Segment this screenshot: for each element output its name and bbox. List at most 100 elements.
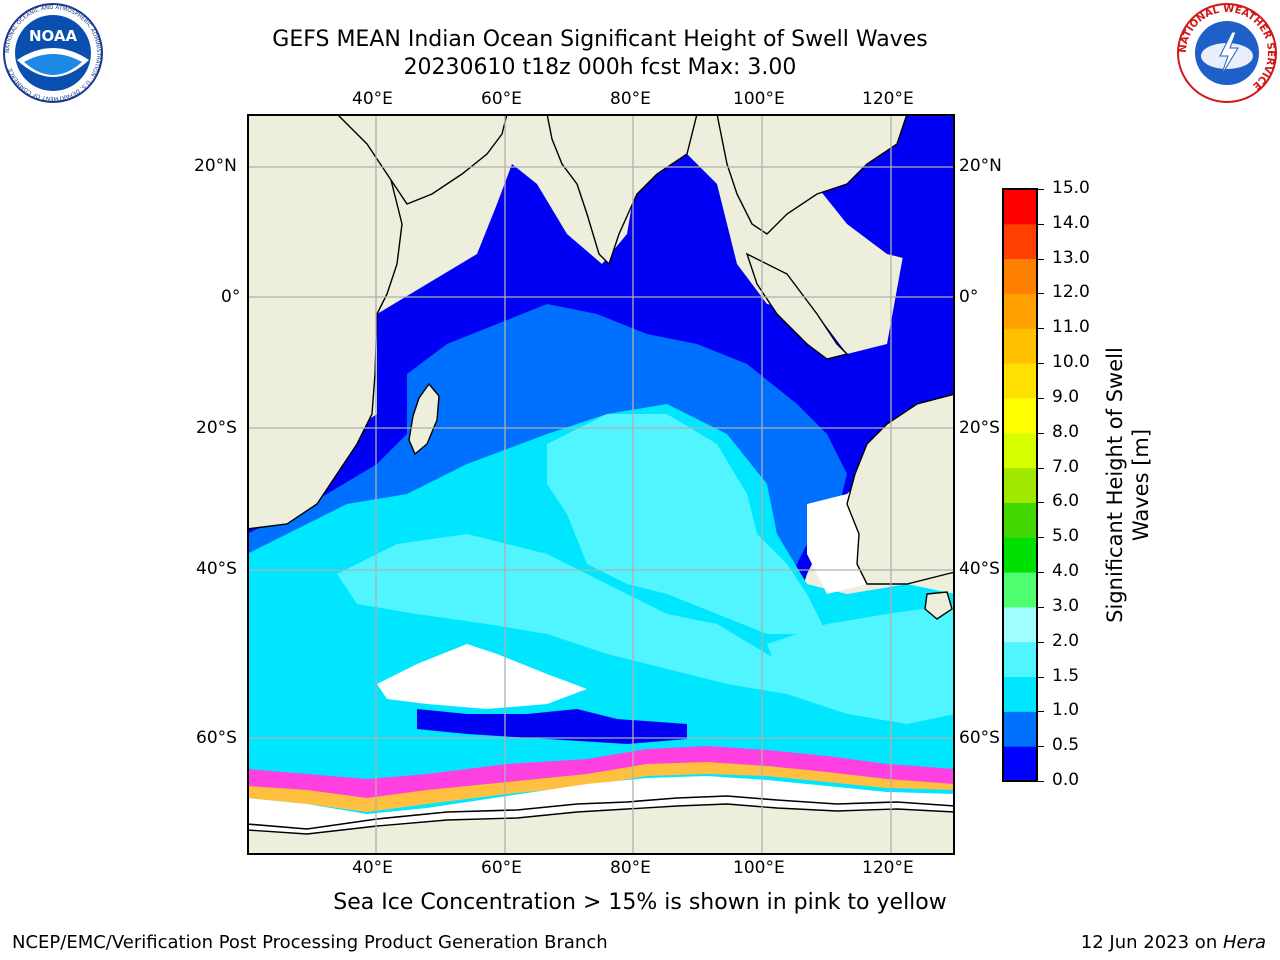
colorbar-tick-mark <box>1038 606 1044 608</box>
footer-host: Hera <box>1222 932 1266 953</box>
ocean-peak-east <box>767 604 955 724</box>
colorbar-segment <box>1003 363 1037 399</box>
lon-label-bottom-80e: 80°E <box>610 858 651 878</box>
lat-label-left-0: 0° <box>221 287 241 307</box>
lat-label-right-20s: 20°S <box>959 418 1000 438</box>
footer-date-text: 12 Jun 2023 on <box>1080 932 1223 953</box>
madagascar <box>408 382 440 456</box>
lon-label-top-120e: 120°E <box>862 89 914 109</box>
map-subtitle: 20230610 t18z 000h fcst Max: 3.00 <box>403 55 797 80</box>
colorbar-frame <box>1002 188 1038 782</box>
colorbar-tick-mark <box>1038 293 1044 295</box>
colorbar-tick-label: 3.0 <box>1052 595 1080 616</box>
lon-label-bottom-100e: 100°E <box>733 858 785 878</box>
colorbar-tick-label: 0.0 <box>1052 770 1080 790</box>
colorbar-tick-label: 11.0 <box>1052 317 1090 338</box>
lon-label-top-100e: 100°E <box>733 89 785 109</box>
lat-label-left-20n: 20°N <box>194 156 237 176</box>
lat-label-left-20s: 20°S <box>196 418 237 438</box>
colorbar-segment <box>1003 572 1037 608</box>
nws-logo-icon: NATIONAL WEATHER SERVICE <box>1177 3 1277 103</box>
noaa-logo-text: NOAA <box>29 27 78 45</box>
colorbar-tick-label: 6.0 <box>1052 491 1080 512</box>
colorbar-tick-label: 0.5 <box>1052 735 1080 756</box>
ocean-peak <box>547 414 827 634</box>
colorbar-ticks: 0.0 0.5 1.0 1.5 2.0 3.0 4.0 5.0 6.0 7.0 8.0 9.0 10.0… <box>1038 178 1112 790</box>
colorbar-tick-mark <box>1038 189 1044 190</box>
australia-landmass <box>846 393 955 585</box>
colorbar-tick-mark <box>1038 432 1044 434</box>
sea-ice-orange <box>247 762 955 812</box>
colorbar-segment <box>1003 537 1037 573</box>
colorbar-tick-mark <box>1038 223 1044 225</box>
swell-map <box>247 114 955 855</box>
colorbar-tick-mark <box>1038 781 1044 782</box>
colorbar-tick-label: 1.0 <box>1052 700 1080 721</box>
lat-label-left-60s: 60°S <box>196 728 237 748</box>
colorbar-segment <box>1003 258 1037 294</box>
colorbar-tick-mark <box>1038 746 1044 748</box>
map-title: GEFS MEAN Indian Ocean Significant Heigh… <box>272 27 928 52</box>
colorbar-segment <box>1003 293 1037 329</box>
colorbar-segment <box>1003 432 1037 469</box>
colorbar-tick-label: 4.0 <box>1052 561 1080 582</box>
colorbar-segment <box>1003 711 1037 747</box>
colorbar-segment <box>1003 676 1037 712</box>
southeast-asia-landmass <box>716 114 908 235</box>
footer-date: 12 Jun 2023 on Hera <box>1081 932 1266 953</box>
colorbar-tick-label: 13.0 <box>1052 247 1090 268</box>
colorbar-segment <box>1003 328 1037 364</box>
colorbar-tick-mark <box>1038 258 1044 260</box>
colorbar-tick-label: 14.0 <box>1052 212 1090 233</box>
lon-label-bottom-120e: 120°E <box>862 858 914 878</box>
lon-label-top-40e: 40°E <box>352 89 393 109</box>
antarctic-coast <box>247 795 955 830</box>
lat-label-right-60s: 60°S <box>959 728 1000 748</box>
antarctic-land <box>247 803 955 855</box>
colorbar-segment <box>1003 641 1037 678</box>
colorbar-tick-label: 2.0 <box>1052 630 1080 651</box>
colorbar-tick-mark <box>1038 711 1044 713</box>
colorbar-tick-label: 5.0 <box>1052 526 1080 547</box>
colorbar-tick-mark <box>1038 502 1044 504</box>
colorbar-segment <box>1003 189 1037 225</box>
lon-label-top-80e: 80°E <box>610 89 651 109</box>
colorbar-label-line2: Waves [m] <box>1129 428 1153 542</box>
lon-label-bottom-40e: 40°E <box>352 858 393 878</box>
lat-label-left-40s: 40°S <box>196 559 237 579</box>
ocean-low-south <box>417 709 687 744</box>
footer-credit: NCEP/EMC/Verification Post Processing Pr… <box>12 932 608 953</box>
colorbar-tick-label: 7.0 <box>1052 456 1080 477</box>
ocean-peak-south <box>337 534 807 694</box>
lat-label-right-0: 0° <box>959 287 979 307</box>
colorbar-segment <box>1003 502 1037 538</box>
colorbar-segment <box>1003 397 1037 434</box>
colorbar-segment <box>1003 746 1037 782</box>
map-gridlines <box>247 114 955 855</box>
colorbar-tick-mark <box>1038 537 1044 539</box>
colorbar-tick-label: 9.0 <box>1052 386 1080 407</box>
noaa-logo-icon: NOAA NATIONAL OCEANIC AND ATMOSPHERIC AD… <box>3 3 103 103</box>
colorbar-tick-label: 8.0 <box>1052 421 1080 442</box>
australia-south-island <box>924 591 953 620</box>
colorbar-tick-mark <box>1038 676 1044 678</box>
colorbar-tick-mark <box>1038 397 1044 399</box>
colorbar <box>1002 188 1038 782</box>
colorbar-segment <box>1003 467 1037 503</box>
colorbar-tick-mark <box>1038 572 1044 574</box>
lat-label-right-20n: 20°N <box>959 156 1002 176</box>
colorbar-tick-mark <box>1038 467 1044 469</box>
white-patch-southern <box>377 644 587 709</box>
colorbar-tick-label: 10.0 <box>1052 352 1090 373</box>
lon-label-bottom-60e: 60°E <box>481 858 522 878</box>
sea-ice-caption: Sea Ice Concentration > 15% is shown in … <box>333 890 947 915</box>
colorbar-tick-label: 15.0 <box>1052 178 1090 198</box>
colorbar-segment <box>1003 606 1037 643</box>
colorbar-tick-mark <box>1038 363 1044 365</box>
india-landmass <box>546 114 698 266</box>
colorbar-label-line1: Significant Height of Swell <box>1103 347 1127 623</box>
colorbar-tick-mark <box>1038 328 1044 330</box>
lat-label-right-40s: 40°S <box>959 559 1000 579</box>
colorbar-tick-label: 1.5 <box>1052 665 1080 686</box>
map-frame <box>247 114 955 855</box>
